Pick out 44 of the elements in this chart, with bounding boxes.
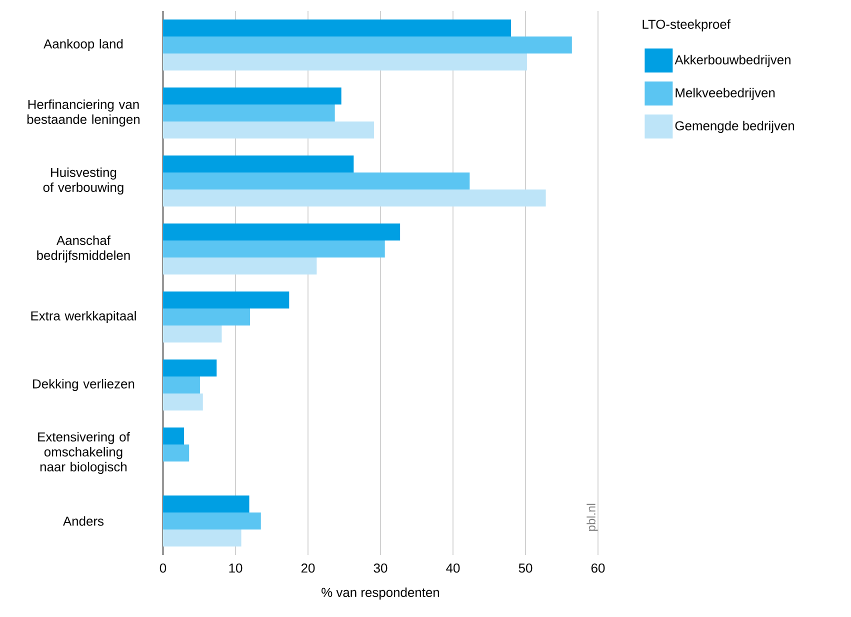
bar <box>163 258 317 274</box>
y-tick-label: Huisvesting of verbouwing <box>43 167 124 195</box>
x-tick-label: 20 <box>301 564 315 573</box>
x-tick-label: 0 <box>160 564 166 573</box>
bar <box>163 88 342 104</box>
bar <box>163 54 527 70</box>
bar <box>163 292 290 308</box>
x-tick-label: 40 <box>446 564 460 573</box>
bar <box>163 190 546 206</box>
x-tick-label: 50 <box>518 564 532 573</box>
legend-title: LTO-steekproef <box>642 19 731 32</box>
y-tick-label: Herfinanciering van bestaande leningen <box>27 99 140 127</box>
x-tick-label: 30 <box>374 564 388 573</box>
bar <box>163 360 217 376</box>
legend-label: Akkerbouwbedrijven <box>674 54 790 67</box>
legend-label: Melkveebedrijven <box>676 88 775 100</box>
bar <box>163 308 250 326</box>
annotation: pbl.nl <box>586 504 598 531</box>
bar <box>163 512 261 530</box>
bar <box>163 156 354 172</box>
bar <box>163 104 335 122</box>
bar <box>163 530 242 546</box>
bar <box>163 172 470 190</box>
y-tick-label: Aankoop land <box>44 38 123 52</box>
y-tick-label: Anders <box>62 516 104 526</box>
y-tick-label: Extra werkkapitaal <box>31 310 136 324</box>
bar <box>163 444 190 462</box>
bar <box>163 36 572 54</box>
bar <box>163 326 222 342</box>
x-axis-title: % van respondenten <box>322 588 440 600</box>
x-tick-label: 60 <box>591 564 605 573</box>
bar <box>163 376 200 394</box>
bar <box>163 240 385 258</box>
bar <box>163 496 250 512</box>
bar <box>163 428 184 444</box>
legend-label: Gemengde bedrijven <box>675 120 794 133</box>
bar <box>163 20 511 36</box>
bar <box>163 394 203 410</box>
y-tick-label: Aanschaf bedrijfsmiddelen <box>37 235 130 263</box>
y-tick-label: Extensivering of omschakeling naar biologisch <box>38 432 130 474</box>
y-tick-label: Dekking verliezen <box>33 378 134 392</box>
x-tick-label: 10 <box>229 564 242 573</box>
bar <box>163 122 374 138</box>
bar <box>163 224 400 240</box>
